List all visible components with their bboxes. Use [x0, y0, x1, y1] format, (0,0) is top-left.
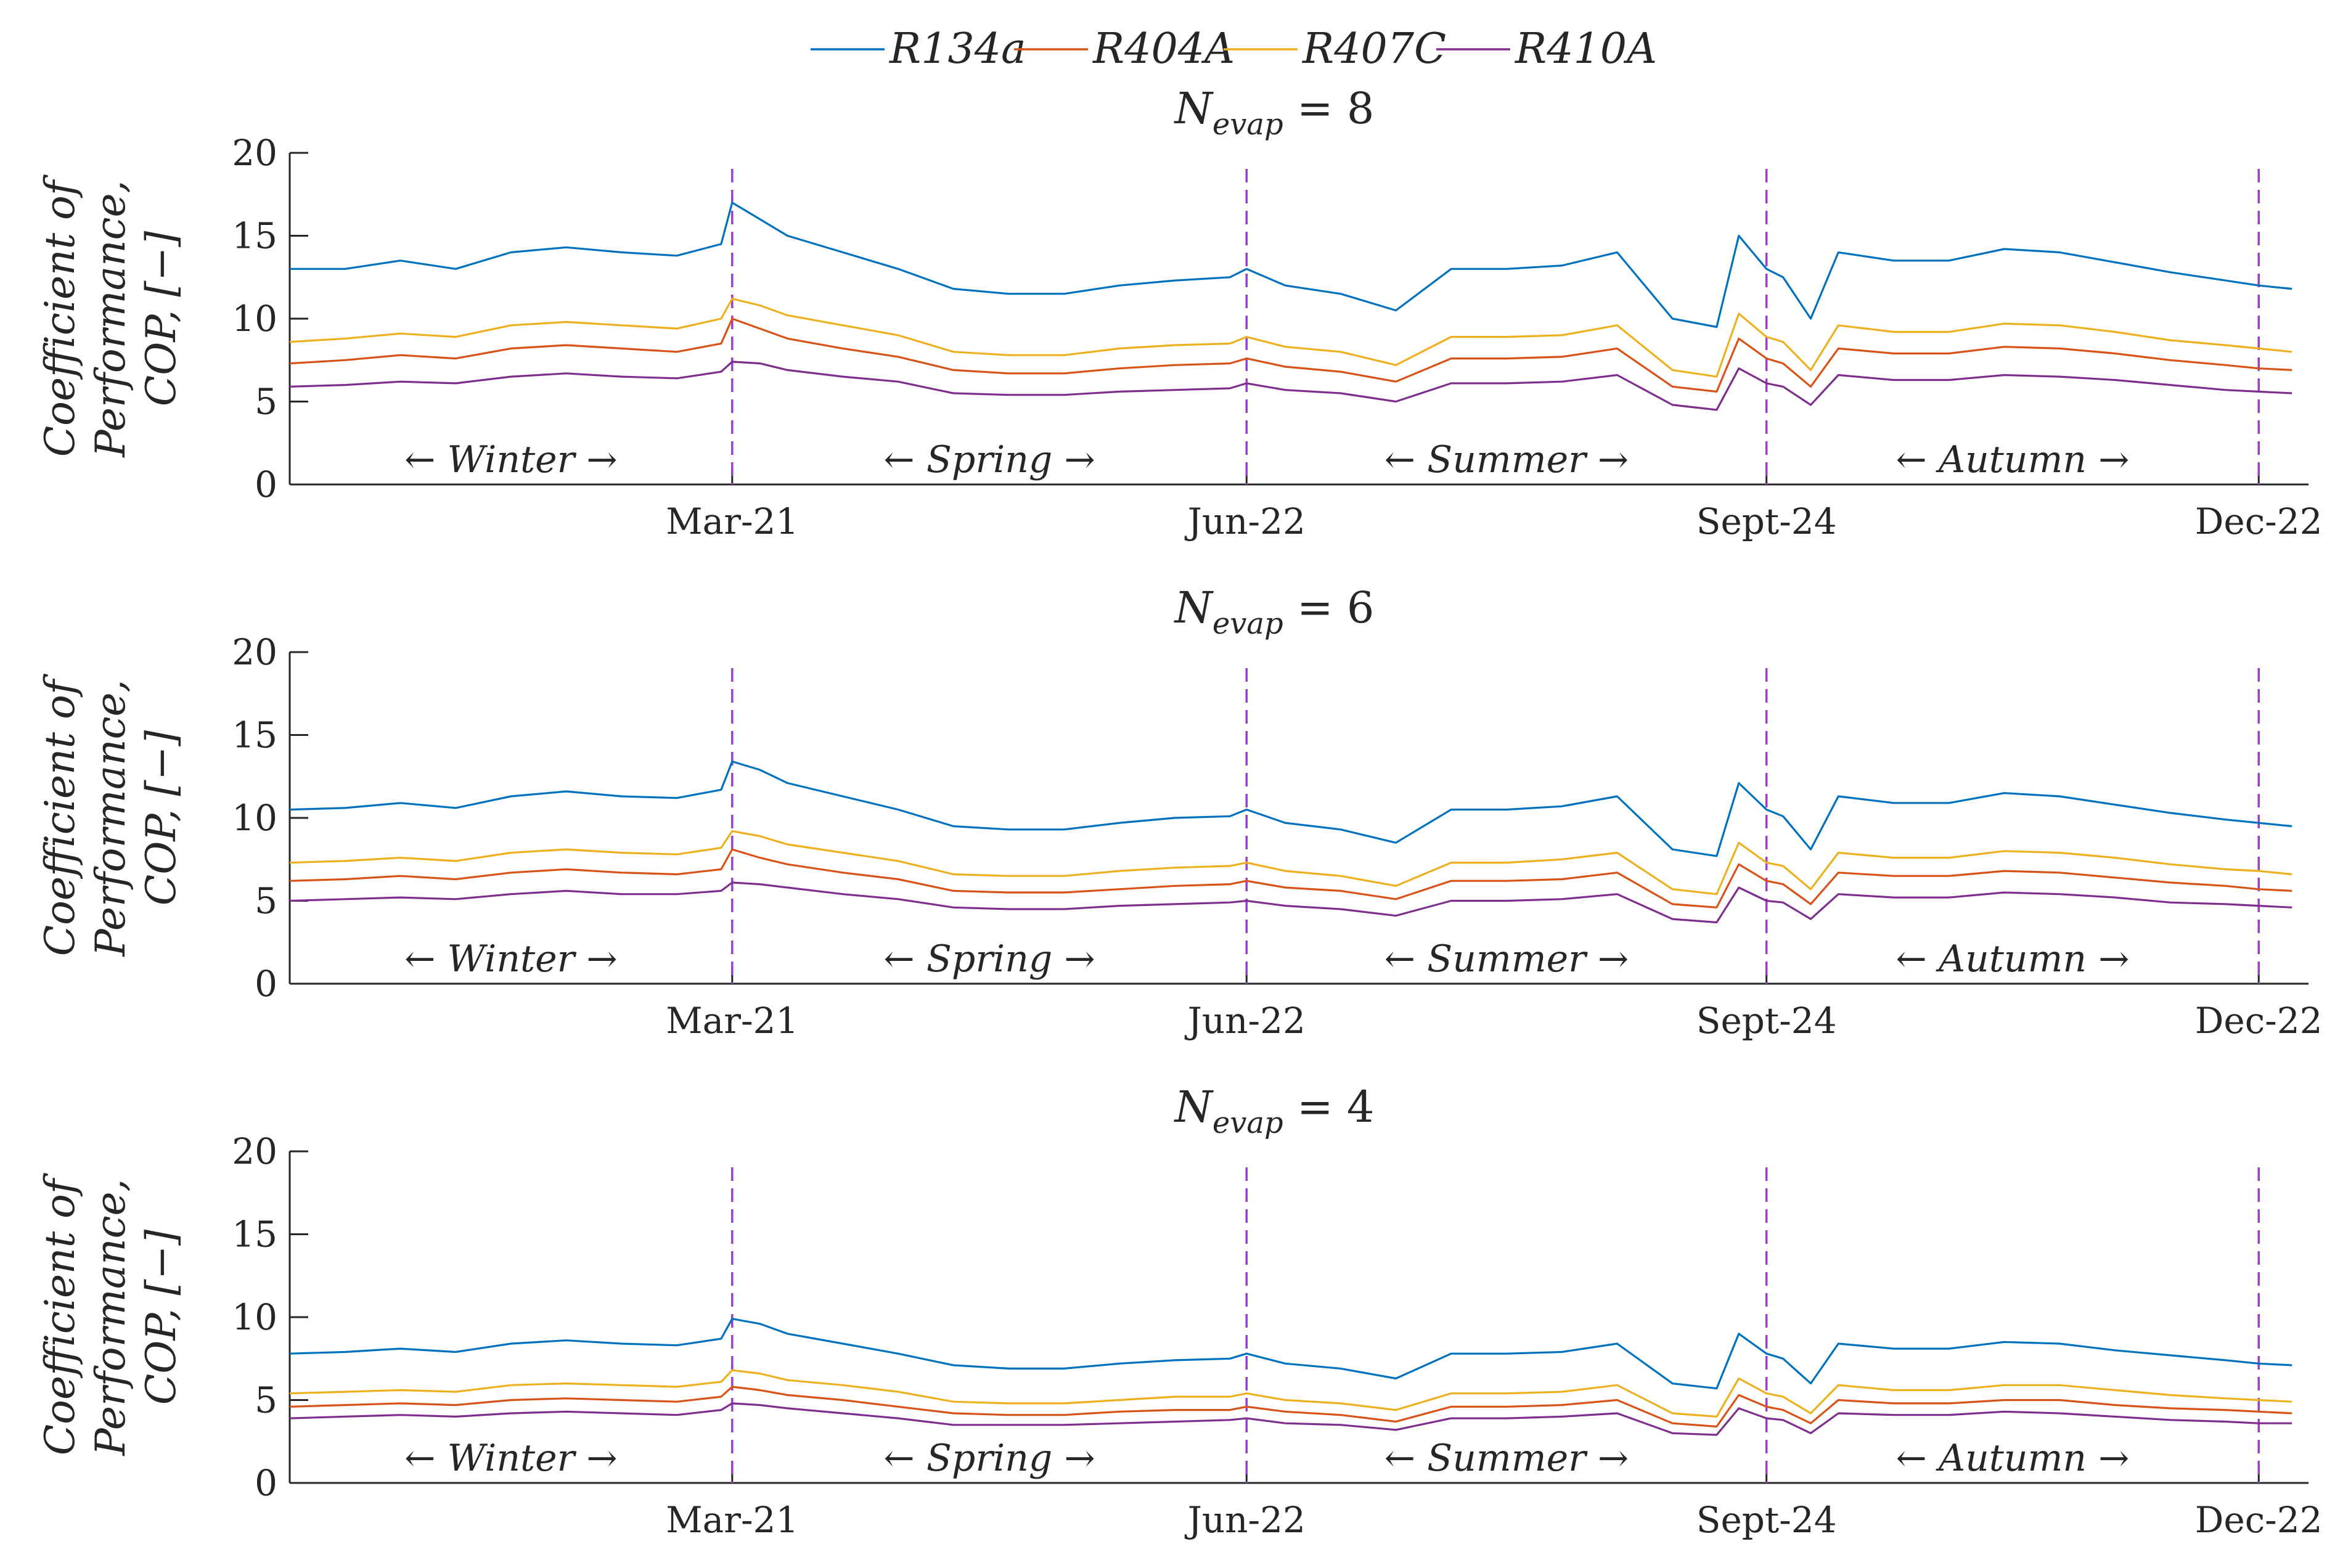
season-label: ← Summer →	[1384, 1437, 1629, 1480]
x-tick-label: Jun-22	[1185, 1499, 1306, 1541]
y-tick-label: 5	[255, 381, 277, 423]
y-tick-label: 15	[232, 714, 277, 756]
panel-title-rest: = 8	[1283, 83, 1375, 134]
panel-title: Nevap = 4	[1174, 1082, 1375, 1140]
panel-nevap-4: Nevap = 4 Coefficient of Performance, COP, …	[36, 1082, 2323, 1541]
y-tick-label: 20	[232, 631, 277, 673]
x-tick-label: Sept-24	[1696, 500, 1837, 542]
x-tick-label: Dec-22	[2195, 1000, 2323, 1042]
y-axis-label: Coefficient of Performance, COP, [−]	[36, 673, 185, 957]
series-line-r404a	[289, 317, 2292, 393]
panel-title: Nevap = 8	[1174, 83, 1375, 142]
y-tick-label: 0	[255, 1462, 277, 1504]
panel-title-main: N	[1174, 83, 1214, 134]
panel-title-rest: = 6	[1283, 582, 1375, 633]
x-tick-label: Jun-22	[1185, 500, 1306, 542]
season-label: ← Spring →	[883, 1437, 1095, 1480]
series-line-r410a	[289, 881, 2292, 924]
series-line-r407c	[289, 830, 2292, 896]
y-tick-label: 5	[255, 1379, 277, 1421]
series-line-r410a	[289, 361, 2292, 411]
season-label: ← Winter →	[404, 937, 617, 981]
legend-label-r407c: R407C	[1301, 25, 1446, 73]
legend: R134a R404A R407C R410A	[811, 25, 1657, 73]
y-axis-label-line: COP, [−]	[137, 1230, 185, 1405]
y-axis-label-line: Performance,	[87, 679, 134, 957]
season-label: ← Summer →	[1384, 438, 1629, 481]
x-tick-label: Mar-21	[666, 1499, 798, 1541]
y-axis-label-line: Coefficient of	[36, 1172, 84, 1455]
y-tick-label: 20	[232, 1130, 277, 1172]
panel-title: Nevap = 6	[1174, 582, 1375, 641]
x-tick-label: Jun-22	[1185, 1000, 1306, 1042]
legend-label-r410a: R410A	[1514, 25, 1657, 73]
y-axis-label-line: Coefficient of	[36, 174, 84, 457]
season-label: ← Winter →	[404, 1437, 617, 1480]
series-line-r407c	[289, 298, 2292, 378]
y-tick-label: 10	[232, 797, 277, 839]
y-tick-label: 0	[255, 963, 277, 1005]
panel-title-rest: = 4	[1283, 1082, 1375, 1132]
y-tick-label: 0	[255, 463, 277, 505]
y-tick-label: 10	[232, 1296, 277, 1338]
x-tick-label: Dec-22	[2195, 500, 2323, 542]
x-tick-label: Mar-21	[666, 1000, 798, 1042]
y-axis-label: Coefficient of Performance, COP, [−]	[36, 174, 185, 457]
season-label: ← Autumn →	[1896, 438, 2129, 481]
y-axis-label-line: Coefficient of	[36, 673, 84, 956]
y-tick-label: 15	[232, 1214, 277, 1256]
series-line-r407c	[289, 1369, 2292, 1418]
x-tick-label: Mar-21	[666, 500, 798, 542]
series-line-r404a	[289, 848, 2292, 909]
panel-nevap-8: Nevap = 8 Coefficient of Performance, COP, …	[36, 83, 2323, 542]
y-tick-label: 15	[232, 215, 277, 257]
x-tick-label: Dec-22	[2195, 1499, 2323, 1541]
panel-title-sub: evap	[1213, 606, 1283, 641]
season-label: ← Winter →	[404, 438, 617, 481]
season-label: ← Spring →	[883, 438, 1095, 481]
legend-label-r404a: R404A	[1092, 25, 1235, 73]
series-line-r410a	[289, 1402, 2292, 1436]
series-line-r134a	[290, 202, 2292, 329]
series-line-r134a	[289, 1318, 2292, 1390]
panel-title-sub: evap	[1213, 107, 1283, 142]
x-tick-label: Sept-24	[1696, 1000, 1837, 1042]
series-line-r404a	[289, 1386, 2292, 1428]
y-axis-label-line: COP, [−]	[137, 231, 185, 407]
x-tick-label: Sept-24	[1696, 1499, 1837, 1541]
season-label: ← Spring →	[883, 937, 1095, 981]
y-axis-label-line: COP, [−]	[137, 730, 185, 906]
season-label: ← Autumn →	[1896, 937, 2129, 981]
panel-title-main: N	[1174, 582, 1214, 633]
panel-nevap-6: Nevap = 6 Coefficient of Performance, COP, …	[36, 582, 2323, 1042]
y-tick-label: 20	[232, 132, 277, 174]
y-tick-label: 10	[232, 298, 277, 340]
y-axis-label-line: Performance,	[87, 1178, 134, 1456]
y-tick-label: 5	[255, 880, 277, 922]
season-label: ← Autumn →	[1896, 1437, 2129, 1480]
series-line-r134a	[289, 760, 2292, 857]
y-axis-label-line: Performance,	[87, 180, 134, 457]
legend-label-r134a: R134a	[888, 25, 1026, 73]
panel-title-sub: evap	[1213, 1106, 1283, 1140]
y-axis-label: Coefficient of Performance, COP, [−]	[36, 1172, 185, 1456]
season-label: ← Summer →	[1384, 937, 1629, 981]
panel-title-main: N	[1174, 1082, 1214, 1132]
